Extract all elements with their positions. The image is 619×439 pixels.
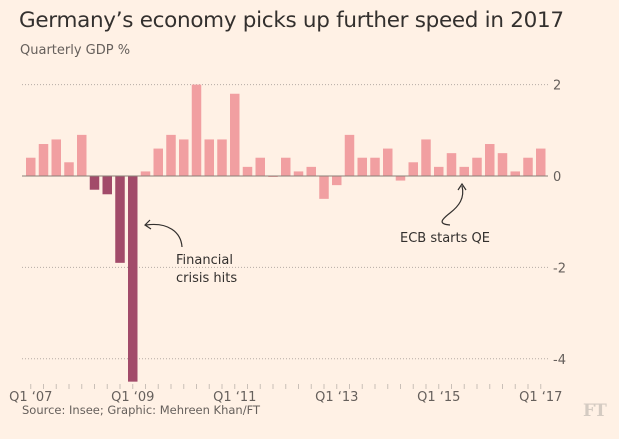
- annotation-line: crisis hits: [176, 271, 238, 286]
- bar-q2-2014: [395, 176, 406, 181]
- annotation-line: Financial: [176, 253, 233, 268]
- x-tick-label: Q1 ‘15: [417, 390, 460, 405]
- bar-q2-2013: [344, 134, 355, 176]
- ecb-qe-annotation: ECB starts QE: [400, 230, 490, 248]
- y-tick-label: 0: [553, 170, 561, 185]
- ft-logo: FT: [583, 401, 607, 421]
- bar-q3-2014: [408, 162, 418, 176]
- annotation-arrows: [144, 182, 467, 248]
- source-note: Source: Insee; Graphic: Mehreen Khan/FT: [22, 403, 261, 417]
- bar-q1-2012: [281, 157, 291, 176]
- bar-q1-2008: [77, 134, 87, 176]
- bar-q2-2012: [293, 171, 304, 176]
- bar-q1-2011: [230, 93, 240, 176]
- bar-q1-2015: [434, 166, 444, 176]
- bar-q2-2015: [446, 153, 457, 176]
- bar-q3-2015: [459, 166, 469, 176]
- y-tick-label: 2: [553, 79, 561, 94]
- bar-q1-2016: [485, 144, 495, 176]
- bar-q1-2013: [332, 176, 342, 186]
- bar-q2-2010: [191, 84, 202, 176]
- bar-q1-2009: [128, 176, 138, 382]
- bar-q1-2007: [26, 157, 36, 176]
- y-tick-label: -2: [553, 261, 566, 276]
- bar-q2-2016: [497, 153, 508, 176]
- bar-q4-2015: [472, 157, 482, 176]
- bar-q3-2011: [255, 157, 265, 176]
- bar-q4-2010: [217, 139, 227, 176]
- x-tick-label: Q1 ‘17: [519, 390, 562, 405]
- chart-title: Germany’s economy picks up further speed…: [19, 8, 564, 33]
- bar-q4-2013: [370, 157, 380, 176]
- bar-q1-2010: [179, 139, 189, 176]
- bar-q2-2009: [140, 171, 151, 176]
- bar-q4-2007: [64, 162, 74, 176]
- bar-q3-2016: [510, 171, 520, 176]
- financial-crisis-arrowhead: [144, 219, 152, 230]
- axes: 2 0 -2 -4 Q1 ‘07 Q1 ‘09 Q1 ‘11 Q1 ‘13 Q1 ‘15 Q1 ‘…: [9, 79, 566, 405]
- financial-crisis-arrow: [145, 223, 183, 248]
- x-tick-label: Q1 ‘13: [315, 390, 358, 405]
- gridlines: [22, 84, 548, 360]
- x-tick-label: Q1 ‘11: [213, 390, 256, 405]
- bar-q2-2008: [89, 176, 100, 190]
- bar-q4-2008: [115, 176, 125, 263]
- y-tick-label: -4: [553, 353, 566, 368]
- bar-q2-2011: [242, 166, 253, 176]
- bar-q3-2013: [357, 157, 367, 176]
- ecb-qe-arrowhead: [457, 182, 467, 191]
- ecb-qe-arrow: [441, 185, 464, 226]
- bars: [26, 84, 546, 382]
- x-tick-label: Q1 ‘07: [9, 390, 52, 405]
- bar-q1-2014: [383, 148, 393, 176]
- bar-q4-2012: [319, 176, 329, 199]
- bar-q3-2010: [204, 139, 214, 176]
- bar-q4-2009: [166, 134, 176, 176]
- chart-subtitle: Quarterly GDP %: [20, 43, 131, 58]
- x-tick-label: Q1 ‘09: [111, 390, 154, 405]
- bar-q3-2008: [102, 176, 112, 195]
- bar-q1-2017: [536, 148, 546, 176]
- bar-q3-2007: [51, 139, 61, 176]
- bar-q4-2014: [421, 139, 431, 176]
- bar-q4-2016: [523, 157, 533, 176]
- bar-q3-2012: [306, 166, 316, 176]
- financial-crisis-annotation: Financial crisis hits: [176, 252, 237, 288]
- bar-q2-2007: [38, 144, 49, 176]
- annotation-line: ECB starts QE: [400, 231, 490, 246]
- bar-q3-2009: [153, 148, 163, 176]
